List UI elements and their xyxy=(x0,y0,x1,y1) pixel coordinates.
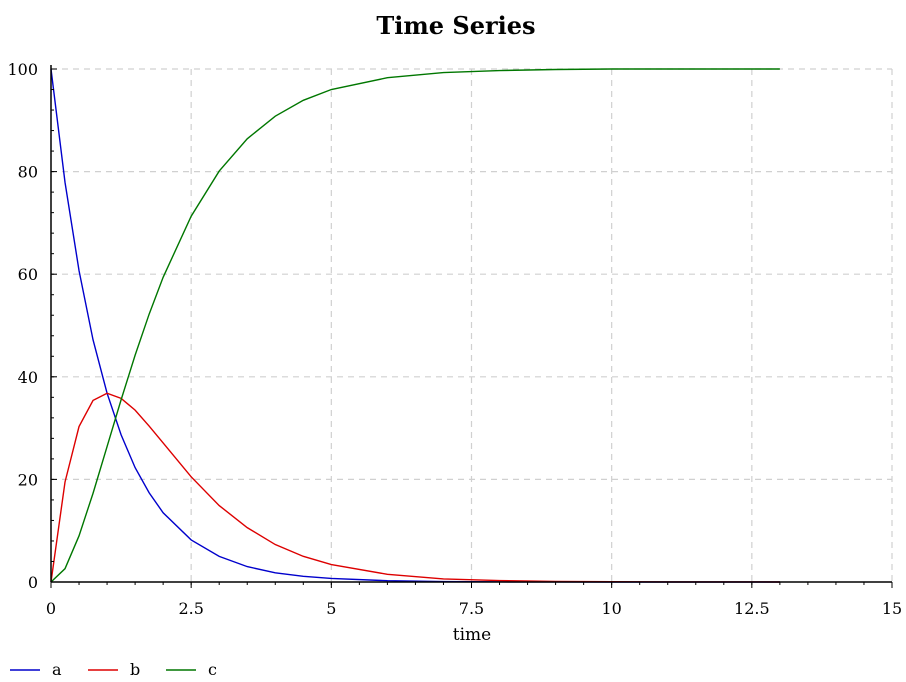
legend-label: b xyxy=(130,660,140,679)
x-tick-label: 0 xyxy=(46,599,56,618)
x-tick-label: 15 xyxy=(882,599,902,618)
legend-item-b: b xyxy=(88,660,140,679)
legend: a b c xyxy=(10,660,217,679)
legend-label: c xyxy=(208,660,217,679)
chart-title: Time Series xyxy=(376,11,535,40)
y-tick-label: 80 xyxy=(18,163,38,182)
grid-lines xyxy=(51,68,893,582)
axes: 0 2.5 5 7.5 10 12.5 15 0 20 40 60 80 100 xyxy=(7,60,902,618)
y-tick-label: 20 xyxy=(18,470,38,489)
x-tick-label: 5 xyxy=(326,599,336,618)
series-line-a xyxy=(50,68,780,583)
series-line-c xyxy=(50,68,780,583)
y-tick-label: 40 xyxy=(18,368,38,387)
x-tick-label: 12.5 xyxy=(734,599,770,618)
y-tick-label: 100 xyxy=(7,60,38,79)
series-line-b xyxy=(50,392,780,583)
x-axis-label: time xyxy=(453,625,491,645)
legend-item-c: c xyxy=(166,660,217,679)
x-tick-label: 2.5 xyxy=(178,599,203,618)
x-tick-label: 10 xyxy=(601,599,621,618)
y-tick-label: 60 xyxy=(18,265,38,284)
legend-item-a: a xyxy=(10,660,62,679)
x-tick-label: 7.5 xyxy=(459,599,484,618)
legend-label: a xyxy=(52,660,62,679)
y-tick-label: 0 xyxy=(28,573,38,592)
series-lines xyxy=(50,68,780,583)
